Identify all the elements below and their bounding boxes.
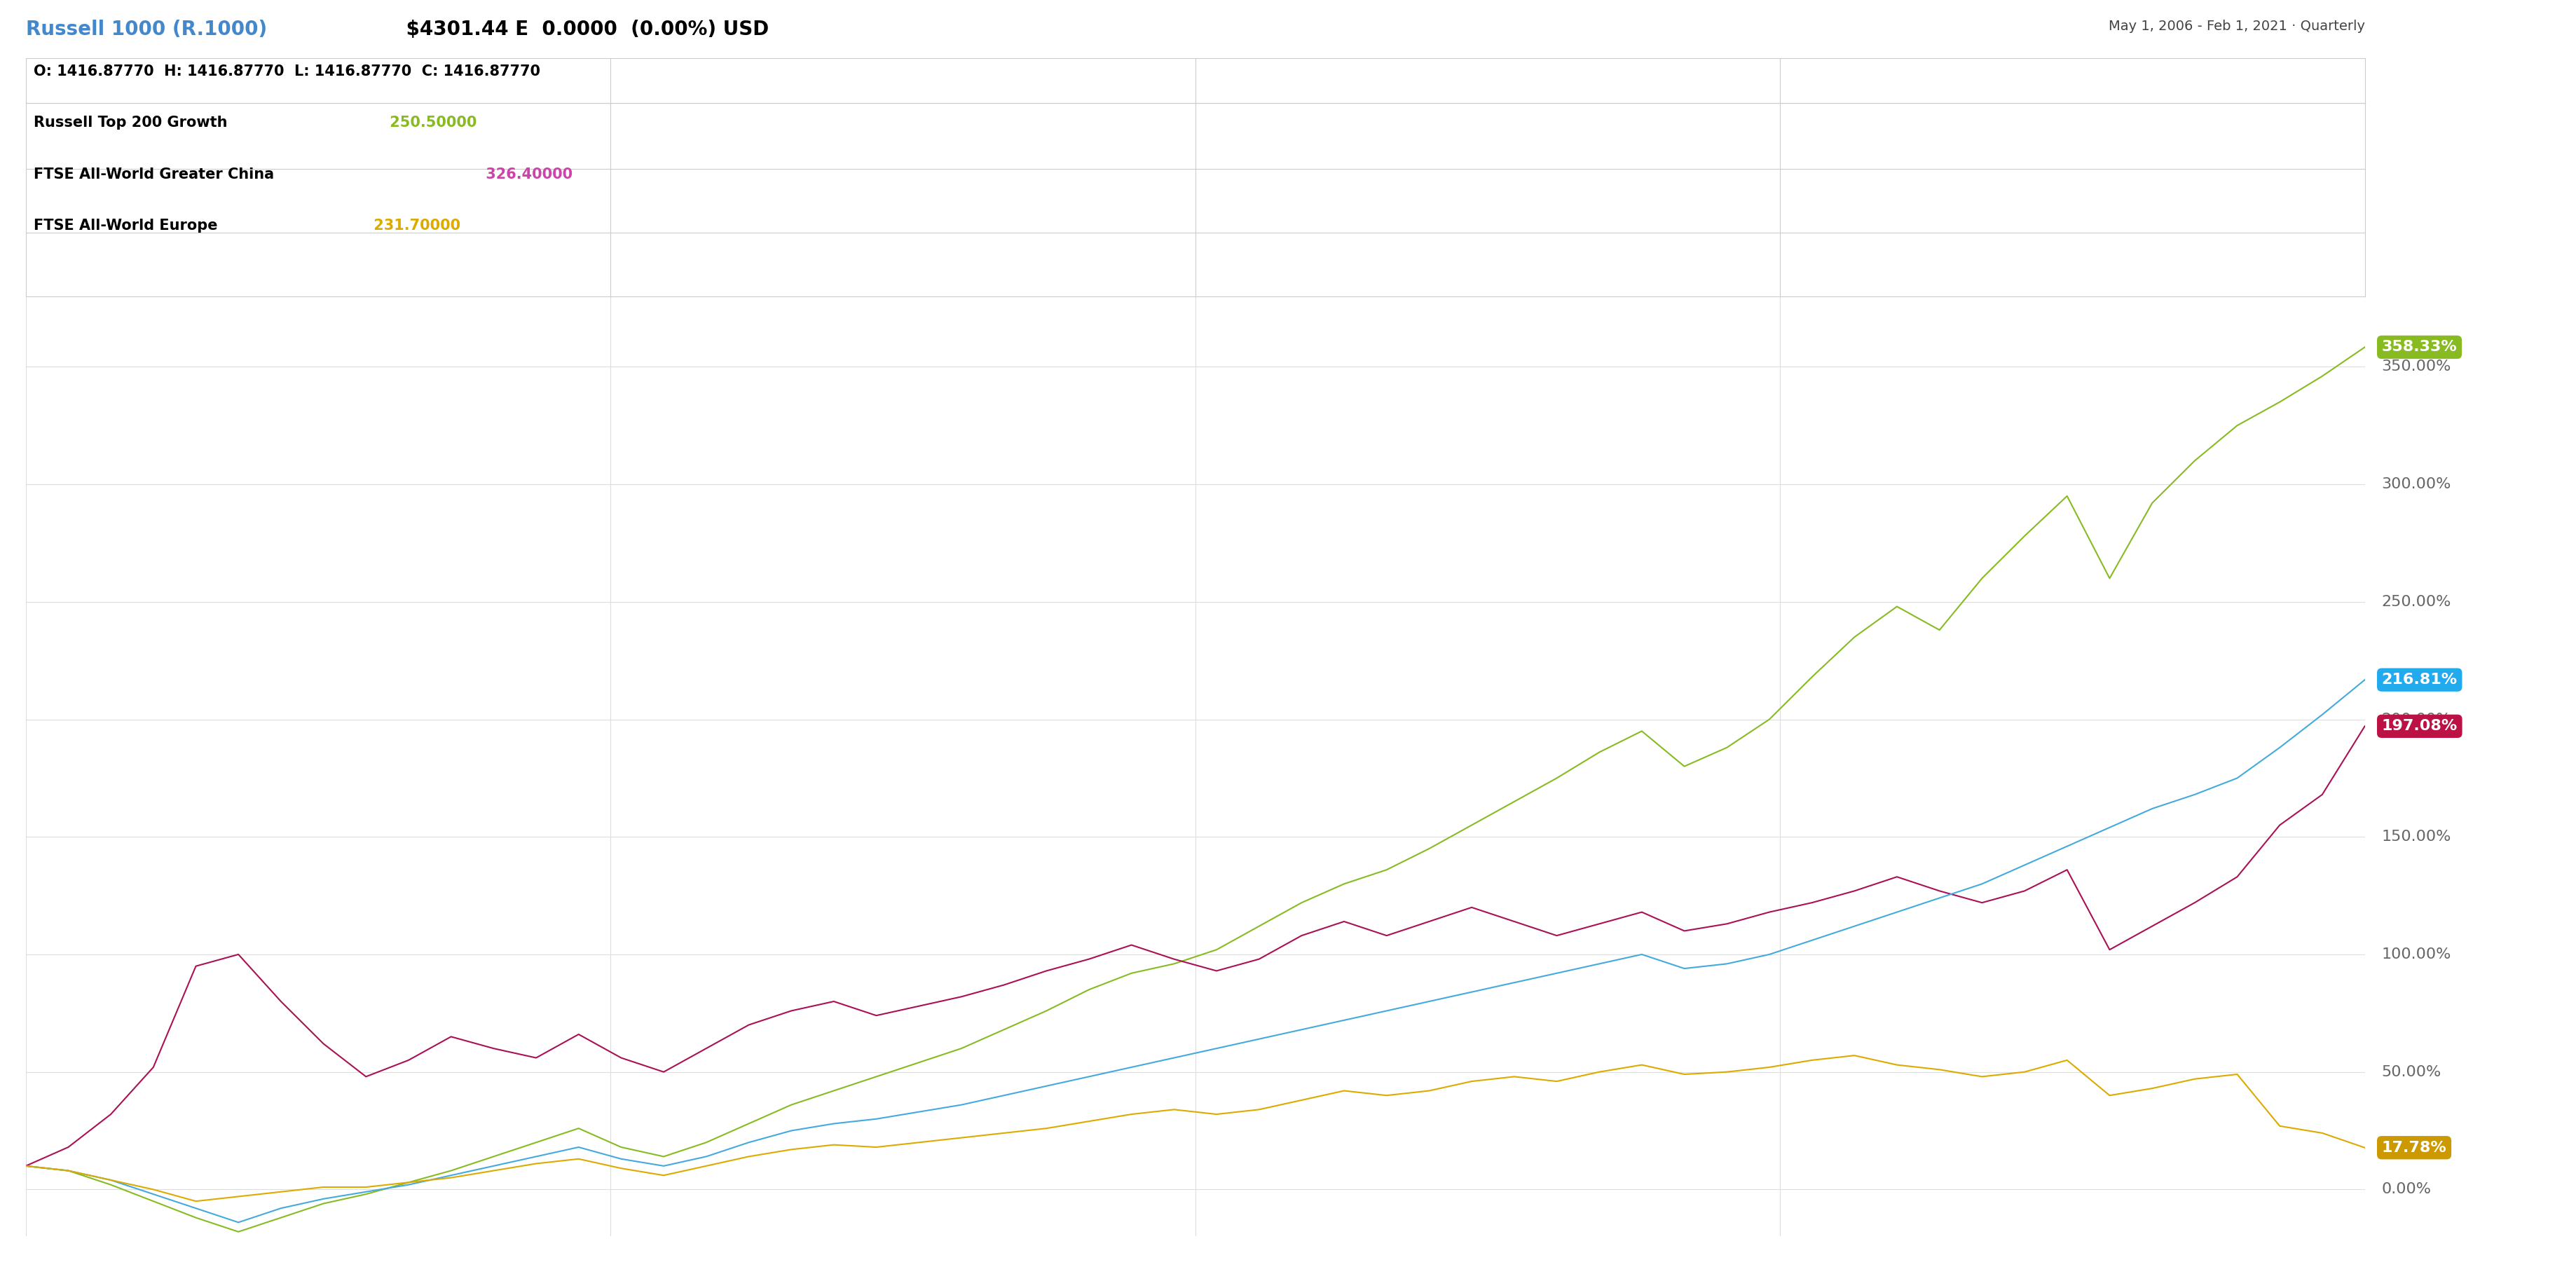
Text: FTSE All-World Greater China: FTSE All-World Greater China	[33, 167, 273, 182]
Text: 100.00%: 100.00%	[2383, 948, 2452, 961]
Text: 250.00%: 250.00%	[2383, 595, 2452, 609]
Text: 17.78%: 17.78%	[2383, 1141, 2447, 1154]
Text: $4301.44 E  0.0000  (0.00%) USD: $4301.44 E 0.0000 (0.00%) USD	[399, 19, 768, 39]
Text: May 1, 2006 - Feb 1, 2021 · Quarterly: May 1, 2006 - Feb 1, 2021 · Quarterly	[2107, 19, 2365, 32]
Text: 50.00%: 50.00%	[2383, 1065, 2442, 1079]
Text: O: 1416.87770  H: 1416.87770  L: 1416.87770  C: 1416.87770: O: 1416.87770 H: 1416.87770 L: 1416.8777…	[33, 64, 541, 79]
Text: 250.50000: 250.50000	[384, 116, 477, 130]
Text: 150.00%: 150.00%	[2383, 829, 2452, 844]
Text: Russell 1000 (R.1000): Russell 1000 (R.1000)	[26, 19, 268, 39]
Text: 216.81%: 216.81%	[2383, 672, 2458, 687]
Text: 300.00%: 300.00%	[2383, 478, 2452, 491]
Text: 200.00%: 200.00%	[2383, 712, 2452, 726]
Text: 326.40000: 326.40000	[482, 167, 572, 182]
Text: 350.00%: 350.00%	[2383, 359, 2452, 374]
Text: Russell Top 200 Growth: Russell Top 200 Growth	[33, 116, 227, 130]
Text: 231.70000: 231.70000	[368, 219, 461, 233]
Text: FTSE All-World Europe: FTSE All-World Europe	[33, 219, 216, 233]
Text: 197.08%: 197.08%	[2383, 719, 2458, 733]
Text: 0.00%: 0.00%	[2383, 1182, 2432, 1197]
Text: 358.33%: 358.33%	[2383, 340, 2458, 354]
